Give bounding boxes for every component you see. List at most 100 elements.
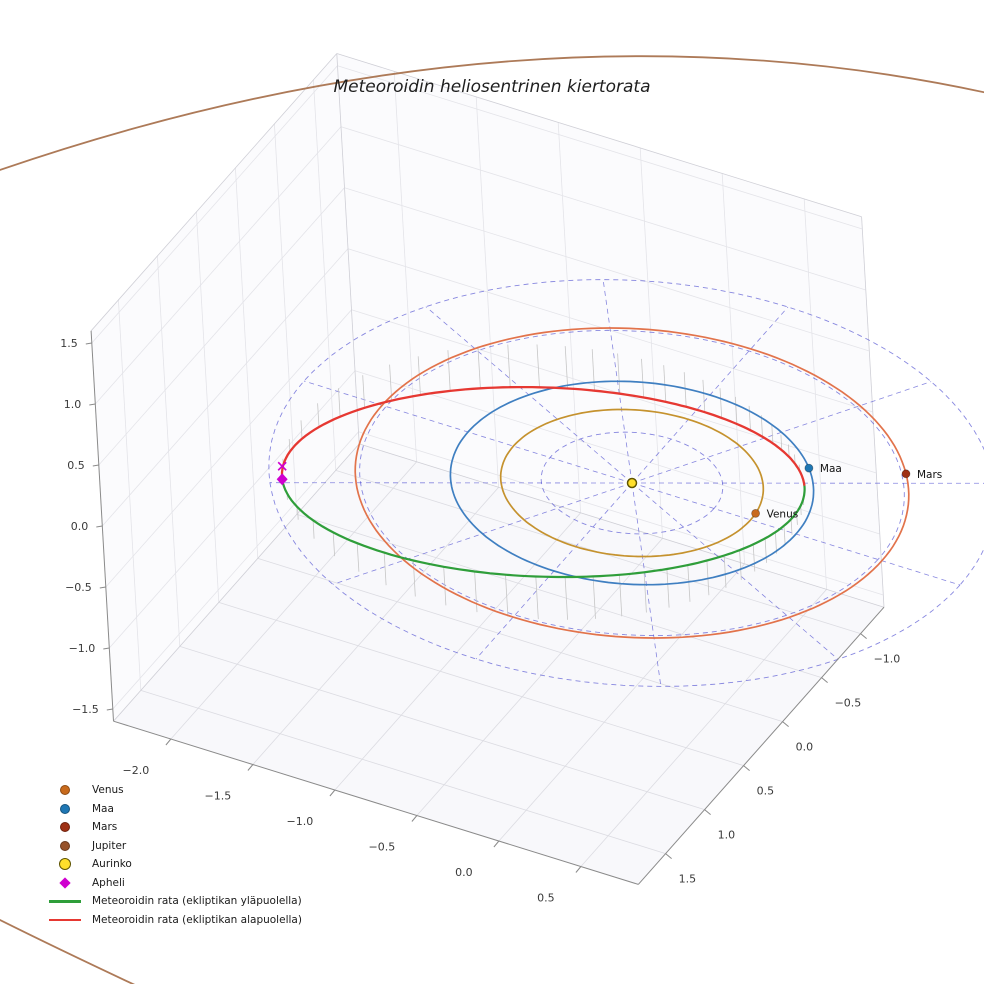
legend-line-marker (49, 900, 81, 903)
orbit-mars (354, 327, 910, 639)
stem-line (619, 574, 623, 617)
stem-line (317, 403, 320, 428)
legend-label: Venus (92, 784, 124, 797)
stem-line (297, 507, 299, 520)
stem-line (723, 555, 727, 588)
stem-line (702, 379, 706, 413)
legend-marker-cell (45, 900, 85, 903)
y-tick-label: 1.5 (679, 873, 697, 886)
stem-line (332, 532, 335, 557)
stem-line (643, 572, 647, 613)
stem-line (780, 434, 783, 451)
z-tick-label: 0.0 (71, 520, 89, 533)
meteoroid-below-path (280, 385, 806, 486)
x-tick-label: −1.5 (205, 790, 232, 803)
y-tick-label: −1.0 (874, 653, 901, 666)
legend-item-apheli: Apheli (45, 874, 302, 893)
y-tick-label: 0.5 (757, 785, 775, 798)
z-tick-label: 1.5 (60, 337, 78, 350)
legend-marker-cell (45, 785, 85, 796)
stem-line (788, 444, 790, 458)
legend-label: Maa (92, 802, 114, 815)
stem-line (417, 356, 421, 396)
legend-label: Meteoroidin rata (ekliptikan yläpuolella… (92, 895, 302, 908)
stem-line (764, 538, 767, 563)
orbit-maa (449, 380, 815, 586)
stem-line (536, 344, 540, 388)
meteoroid-above-path (281, 478, 806, 579)
stem-line (383, 552, 387, 586)
y-tick-label: 0.0 (796, 741, 814, 754)
stem-line (300, 420, 303, 439)
legend-label: Aurinko (92, 858, 132, 871)
stem-line (535, 576, 539, 620)
stem-line (564, 346, 569, 389)
planet-label-maa: Maa (820, 463, 842, 475)
legend-dot-marker (60, 822, 70, 833)
legend-item-meteoroidin-rata-ekliptikan-alapuolella: Meteoroidin rata (ekliptikan alapuolella… (45, 911, 302, 930)
outer-orbit-corner-arc (0, 918, 136, 984)
chart-title: Meteoroidin heliosentrinen kiertorata (333, 77, 651, 97)
stem-line (739, 550, 742, 580)
legend: Venus Maa Mars Jupiter Aurinko Apheli Meteoroi… (45, 781, 302, 929)
tick-labels: 1.5 1.0 0.5 0.0 −0.5 −1.0 −1.5 −2.0 −1.5 −1.0 −0.5… (60, 337, 900, 905)
x-tick-label: −0.5 (369, 841, 396, 854)
stem-line (790, 519, 793, 535)
legend-marker-cell (45, 877, 85, 889)
planet-marker-mars (901, 469, 911, 479)
legend-label: Meteoroidin rata (ekliptikan alapuolella… (92, 913, 302, 926)
stem-line (641, 358, 645, 398)
legend-marker-cell (45, 918, 85, 921)
legend-item-mars: Mars (45, 818, 302, 837)
z-tick-label: −1.5 (72, 703, 99, 716)
legend-dot-large-marker (59, 858, 71, 871)
planet-label-venus: Venus (767, 508, 799, 520)
stem-line (447, 350, 451, 391)
stem-line (783, 525, 786, 545)
stem-line (735, 396, 738, 425)
stem-line (412, 560, 416, 597)
stem-line (507, 344, 511, 388)
stem-line (663, 365, 667, 402)
y-tick-label: −0.5 (835, 697, 862, 710)
stem-line (356, 543, 360, 572)
x-tick-label: −1.0 (287, 815, 314, 828)
stem-line (687, 565, 691, 602)
legend-dot-marker (60, 840, 70, 851)
planet-marker-venus (751, 509, 760, 518)
stem-line (389, 364, 393, 401)
y-tick-label: 1.0 (718, 829, 736, 842)
orbit-venus (499, 408, 765, 558)
wall-gridlines (90, 53, 885, 867)
stem-line (666, 568, 670, 608)
stem-line (474, 571, 478, 613)
legend-item-jupiter: Jupiter (45, 837, 302, 856)
legend-item-venus: Venus (45, 781, 302, 800)
legend-diamond-marker (59, 877, 71, 889)
orbit-jupiter (0, 55, 984, 984)
stem-line (796, 512, 798, 525)
planet-label-mars: Mars (917, 469, 942, 481)
z-tick-label: 1.0 (64, 398, 82, 411)
planet-marker-maa (804, 463, 814, 473)
stem-line (760, 415, 763, 437)
stem-line (443, 566, 447, 606)
markers: Venus Maa Mars (276, 461, 942, 520)
stem-line (617, 353, 621, 394)
meteoroid-orbit (280, 385, 806, 579)
legend-marker-cell (45, 803, 85, 814)
meteoroid-stems (282, 344, 805, 620)
stem-line (592, 576, 596, 619)
legend-item-maa: Maa (45, 800, 302, 819)
ecliptic-grid-circle (268, 279, 984, 687)
stem-line (771, 424, 774, 444)
stem-line (591, 349, 595, 391)
aphelion-marker (276, 473, 288, 486)
legend-marker-cell (45, 840, 85, 851)
x-tick-label: 0.5 (537, 892, 555, 905)
legend-dot-marker (60, 785, 70, 796)
legend-item-aurinko: Aurinko (45, 855, 302, 874)
z-tick-label: −1.0 (69, 642, 96, 655)
